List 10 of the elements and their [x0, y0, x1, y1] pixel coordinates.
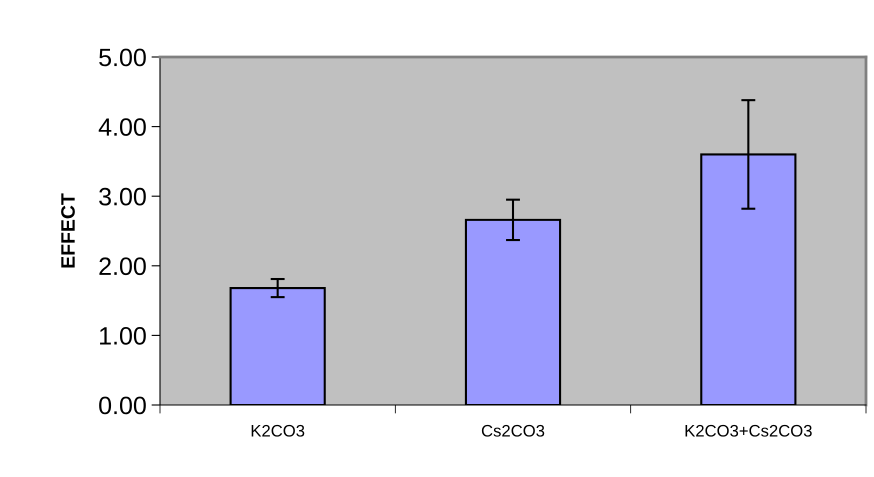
x-tick-label: K2CO3	[252, 424, 304, 437]
y-tick-label: 2.00	[99, 257, 146, 276]
y-tick-label: 3.00	[99, 188, 146, 206]
y-axis-title: EFFECT	[61, 193, 75, 268]
y-tick-label: 5.00	[99, 48, 146, 66]
y-tick-label: 1.00	[100, 327, 146, 345]
y-tick-label: 0.00	[99, 396, 146, 414]
y-tick-label: 4.00	[98, 118, 146, 136]
x-tick-label: Cs2CO3	[482, 424, 544, 437]
x-tick-label: K2CO3+Cs2CO3	[686, 424, 812, 437]
